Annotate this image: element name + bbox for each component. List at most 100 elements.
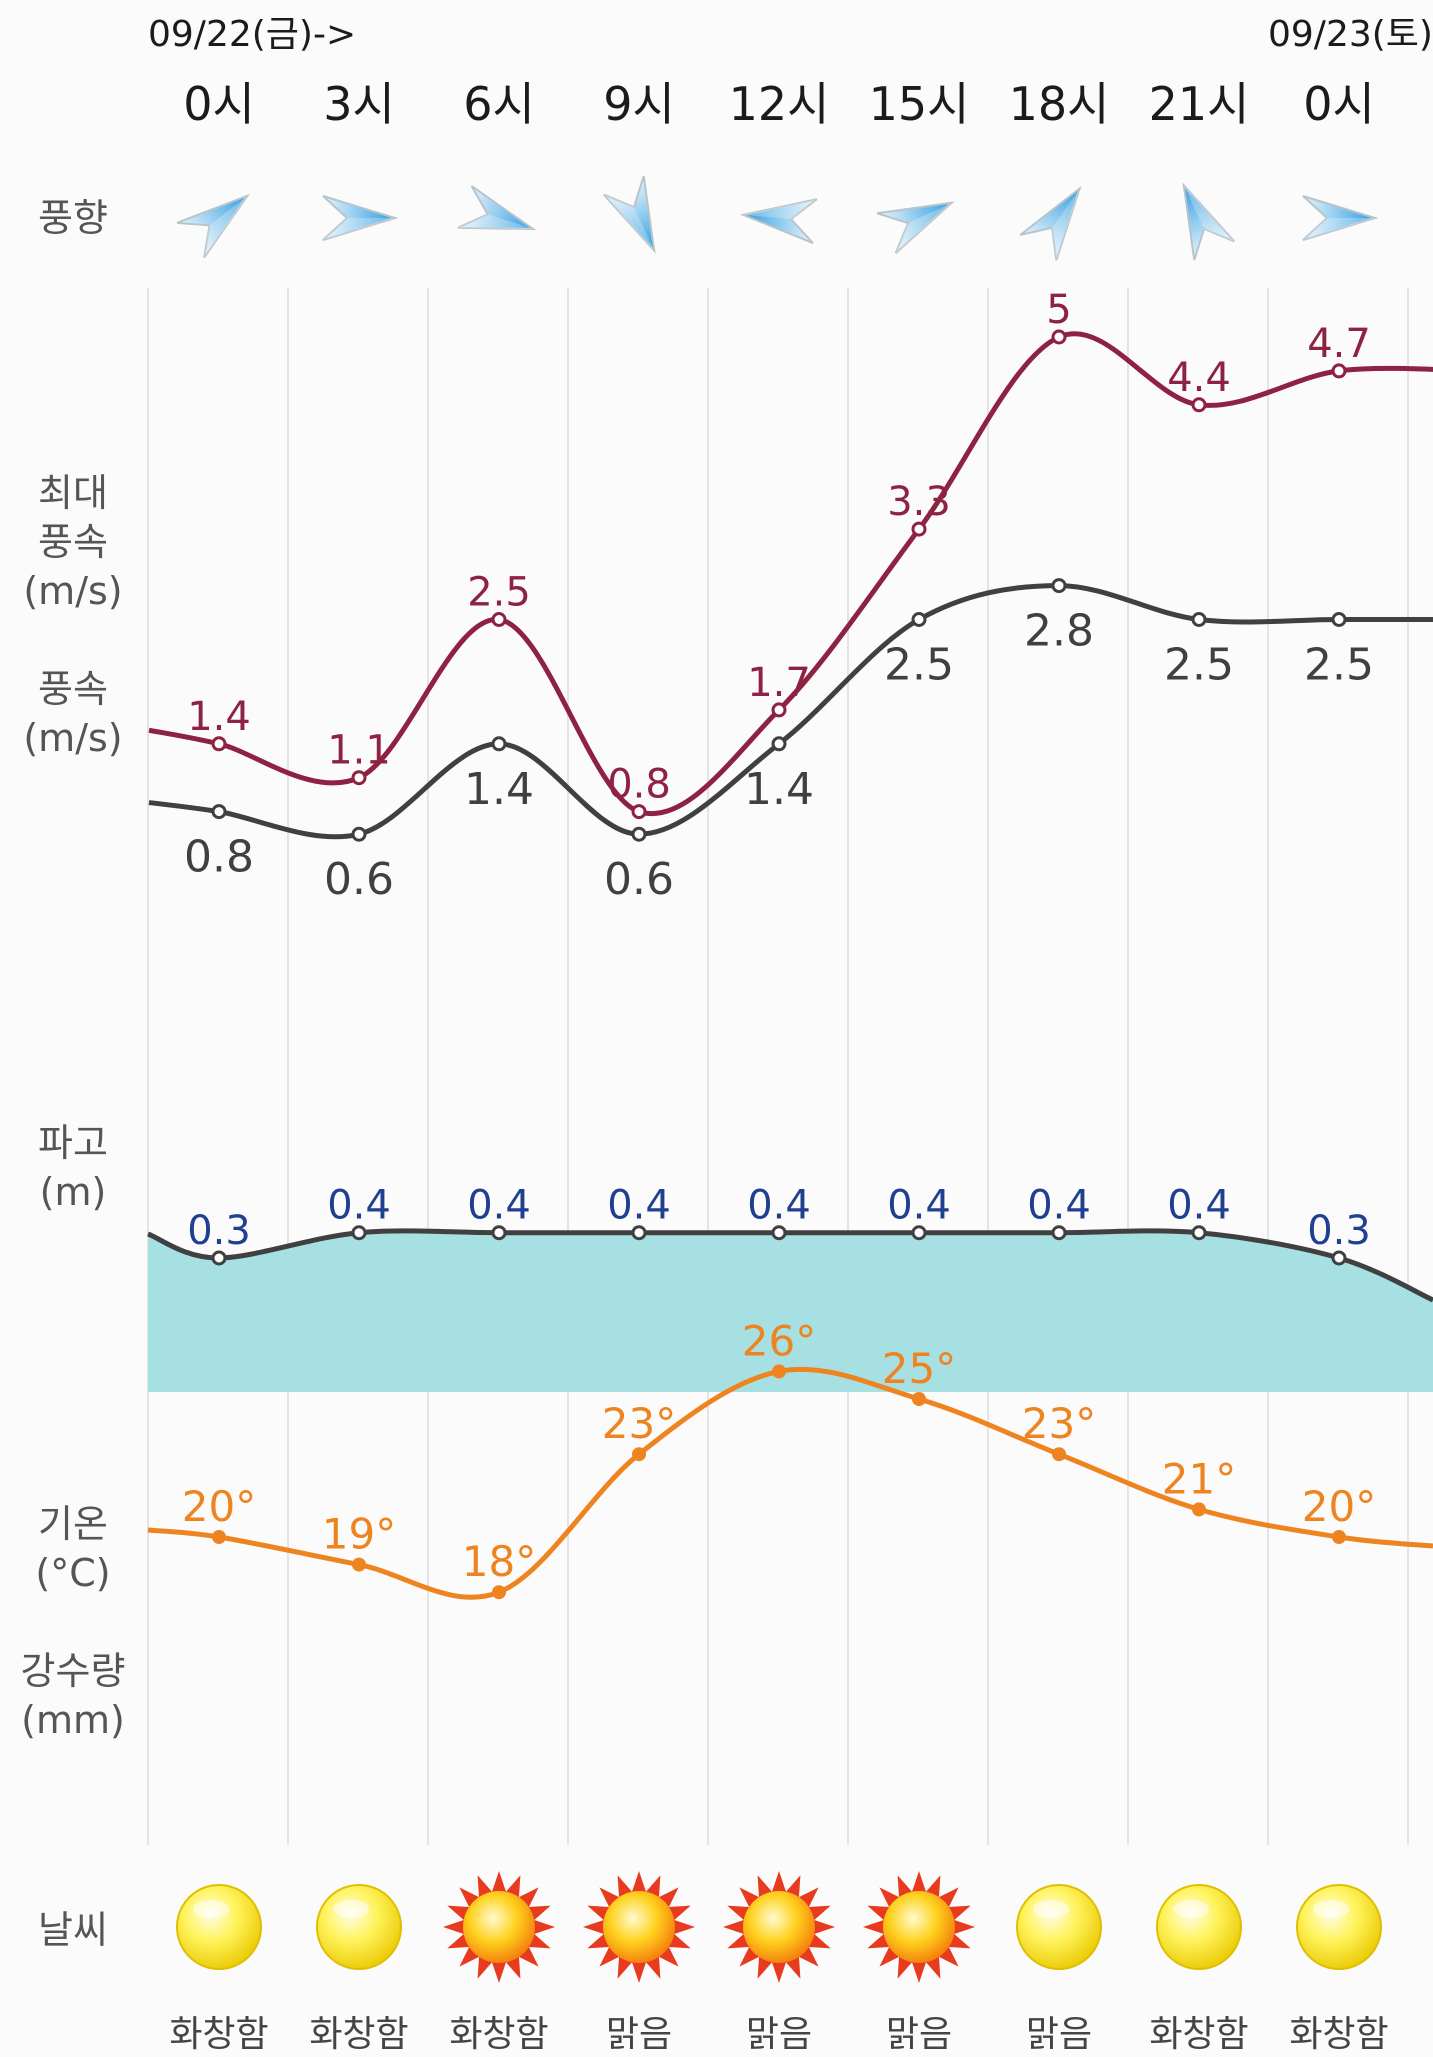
- wave-height-value: 0.4: [327, 1183, 391, 1229]
- wind-speed-point: [211, 804, 227, 820]
- temperature-point: [772, 1364, 786, 1379]
- moon-icon: [1296, 1884, 1382, 1970]
- wave-height-value: 0.4: [467, 1183, 531, 1229]
- hour-label: 18시: [1009, 77, 1110, 131]
- temperature-point: [212, 1530, 226, 1544]
- temperature-point: [1052, 1447, 1066, 1462]
- max-wind-label-line1: 최대: [38, 471, 108, 515]
- date-label-day2: 09/23(토)->: [1268, 14, 1433, 55]
- weather-row: 화창함 화창함 화창함 맑음 맑음 맑음 맑음 화창함 화창함: [169, 1871, 1389, 2055]
- wind-speed-value: 2.5: [884, 640, 954, 691]
- hour-label: 6시: [463, 77, 535, 131]
- temperature-value: 21°: [1162, 1454, 1236, 1503]
- wind-speed-point: [631, 826, 647, 842]
- wave-point: [1191, 1225, 1207, 1241]
- temperature-value: 19°: [322, 1510, 396, 1559]
- wind-speed-value: 2.8: [1024, 606, 1094, 657]
- temperature-point: [1332, 1530, 1346, 1544]
- wind-direction-label: 풍향: [38, 196, 108, 240]
- max-wind-point: [1331, 363, 1347, 379]
- wind-speed-value: 1.4: [464, 764, 534, 815]
- wave-height-value: 0.4: [887, 1183, 951, 1229]
- max-wind-label-line2: 풍속: [38, 520, 108, 564]
- max-wind-value: 5: [1046, 287, 1071, 333]
- precipitation-label-line1: 강수량: [21, 1649, 126, 1693]
- wave-point: [1331, 1250, 1347, 1266]
- wind-speed-label-unit: (m/s): [23, 716, 122, 760]
- temperature-label-line1: 기온: [38, 1502, 108, 1546]
- max-wind-value: 1.7: [747, 660, 811, 706]
- wave-height-value: 0.3: [1307, 1208, 1371, 1254]
- max-wind-point: [491, 612, 507, 627]
- temperature-value: 26°: [742, 1316, 816, 1365]
- max-wind-point: [911, 521, 927, 537]
- hour-label: 12시: [729, 77, 830, 131]
- hour-label: 3시: [323, 77, 395, 131]
- weather-condition-label: 맑음: [746, 2014, 812, 2055]
- temperature-value: 25°: [882, 1344, 956, 1393]
- wind-speed-value: 1.4: [744, 764, 814, 815]
- precipitation-label-unit: (mm): [21, 1698, 125, 1742]
- weather-condition-label: 화창함: [449, 2014, 548, 2055]
- max-wind-value: 1.4: [187, 694, 251, 740]
- wave-point: [211, 1250, 227, 1266]
- wave-height-value: 0.4: [607, 1183, 671, 1229]
- wind-arrow-icon-northwest: [176, 177, 262, 259]
- hour-label: 0시: [183, 77, 255, 131]
- max-wind-point: [1191, 397, 1207, 413]
- temperature-point: [492, 1585, 506, 1600]
- wind-speed-point: [911, 612, 927, 627]
- wind-speed-value: 0.6: [604, 854, 674, 905]
- wave-point: [491, 1225, 507, 1241]
- wave-height-chart: 0.3 0.4 0.4 0.4 0.4 0.4 0.4 0.4 0.3: [147, 1183, 1433, 1392]
- grid-lines: [147, 288, 1409, 1845]
- row-labels: 풍향 최대 풍속 (m/s) 풍속 (m/s) 파고 (m) 기온 (°C) 강…: [21, 196, 126, 1952]
- wave-point: [911, 1225, 927, 1241]
- wave-area-fill: [148, 1230, 1433, 1392]
- max-wind-value: 3.3: [887, 479, 951, 525]
- moon-icon: [1156, 1884, 1242, 1970]
- sun-icon: [863, 1871, 975, 1983]
- moon-icon: [1016, 1884, 1102, 1970]
- sun-icon: [723, 1871, 835, 1983]
- temperature-value: 20°: [1302, 1482, 1376, 1531]
- weather-condition-label: 맑음: [1026, 2014, 1092, 2055]
- wind-arrow-icon-east: [1302, 195, 1376, 241]
- moon-icon: [176, 1884, 262, 1970]
- time-header: 09/22(금)-> 09/23(토)-> 0시 3시 6시 9시 12시 15시 18시 2…: [148, 14, 1433, 262]
- wave-height-value: 0.3: [187, 1208, 251, 1254]
- wave-point: [1051, 1225, 1067, 1241]
- weather-condition-label: 맑음: [886, 2014, 952, 2055]
- temperature-point: [352, 1557, 366, 1572]
- wind-arrow-icon-west-southwest: [740, 191, 818, 245]
- max-wind-label-unit: (m/s): [23, 569, 122, 613]
- wind-speed-point: [1331, 612, 1347, 627]
- wind-speed-point: [771, 736, 787, 752]
- wave-point: [771, 1225, 787, 1241]
- wind-arrow-icon-east: [322, 195, 396, 241]
- temperature-point: [1192, 1502, 1206, 1517]
- moon-icon: [316, 1884, 402, 1970]
- wave-label-unit: (m): [40, 1170, 107, 1214]
- temperature-value: 23°: [1022, 1399, 1096, 1448]
- wind-speed-value: 2.5: [1304, 640, 1374, 691]
- wind-speed-value: 0.6: [324, 854, 394, 905]
- temperature-chart: 20° 19° 18° 23° 26° 25° 23° 21° 20°: [147, 1316, 1433, 1600]
- wind-arrow-icon-northeast: [1162, 175, 1236, 261]
- weather-condition-label: 화창함: [169, 2014, 268, 2055]
- temperature-line: [147, 1366, 1433, 1600]
- max-wind-point: [1051, 329, 1067, 345]
- max-wind-value: 2.5: [467, 570, 531, 616]
- wind-arrow-icon-northwest: [876, 181, 962, 255]
- max-wind-point: [211, 736, 227, 752]
- max-wind-value: 1.1: [327, 728, 391, 774]
- wind-arrow-icon-east-southeast: [456, 184, 542, 252]
- wind-speed-chart: 0.8 0.6 1.4 0.6 1.4 2.5 2.8 2.5 2.5 1.4 1.1 2.5 0.8 1…: [148, 287, 1433, 905]
- weather-condition-label: 화창함: [1289, 2014, 1388, 2055]
- wind-speed-point: [1191, 612, 1207, 627]
- hour-label: 21시: [1149, 77, 1250, 131]
- wave-point: [351, 1225, 367, 1241]
- weather-condition-label: 맑음: [606, 2014, 672, 2055]
- wave-label-line1: 파고: [38, 1121, 108, 1165]
